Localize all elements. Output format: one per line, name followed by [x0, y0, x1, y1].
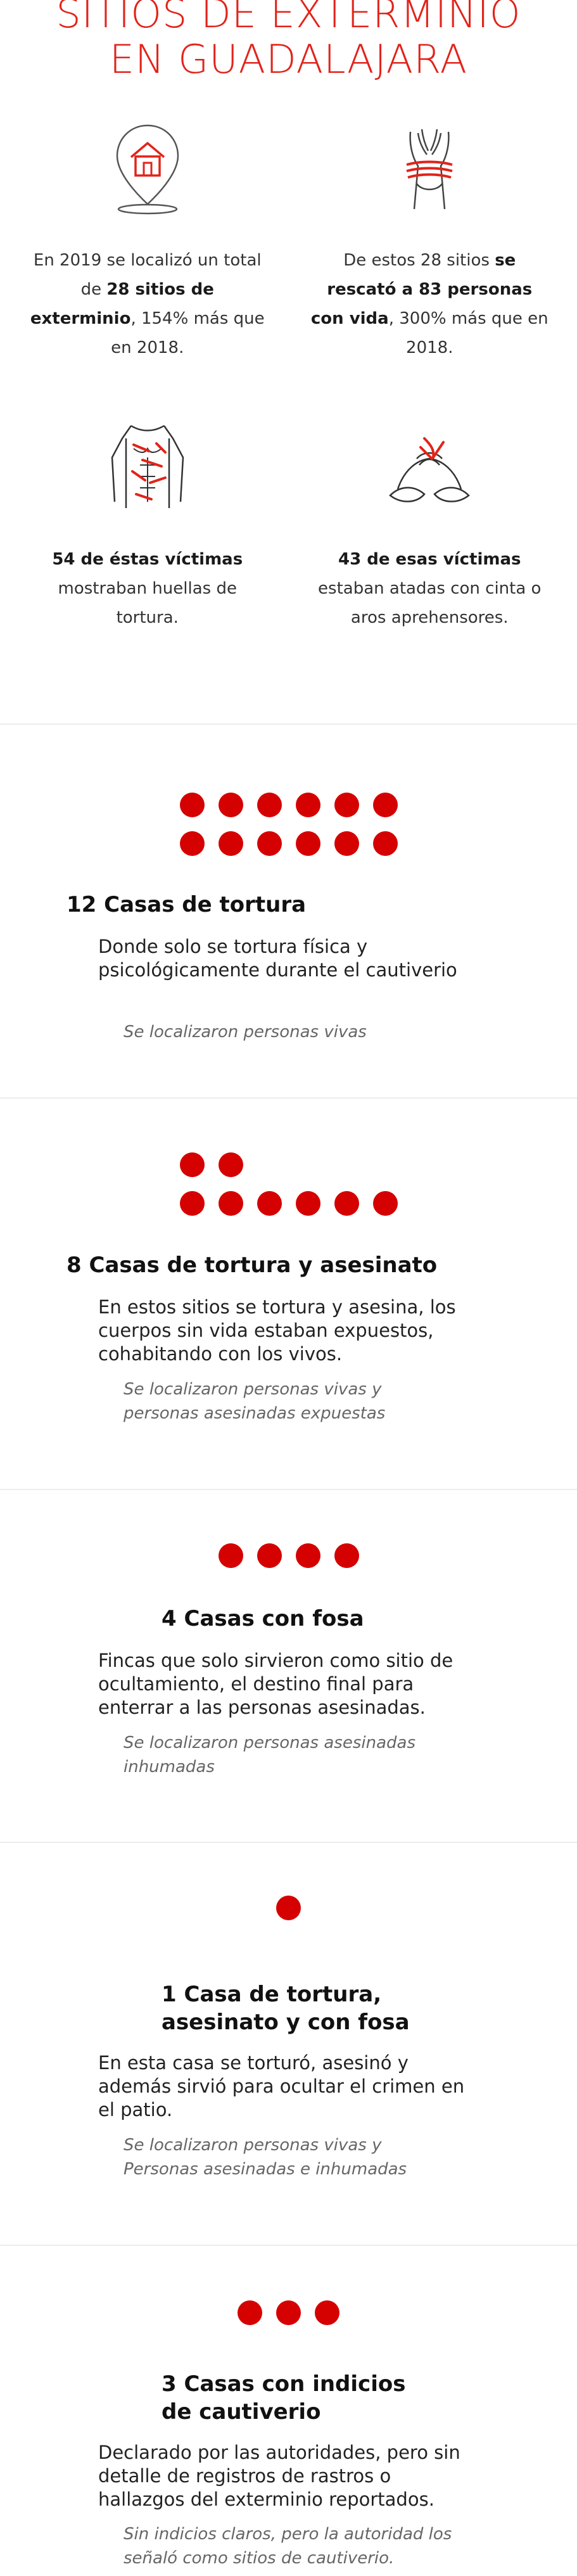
count-dot — [257, 793, 282, 817]
count-dot — [179, 831, 205, 856]
title-line-1: SITIOS DE EXTERMINIO — [56, 0, 521, 37]
count-dot — [295, 793, 320, 817]
stats-grid: En 2019 se localizó un total de 28 sitio… — [0, 120, 577, 632]
stat-text: 43 de esas víctimas estaban atadas con c… — [309, 545, 550, 632]
count-dot — [334, 1191, 359, 1216]
category-description: En estos sitios se tortura y asesina, lo… — [98, 1296, 456, 1365]
stat-fragment: mostraban huellas de tortura. — [58, 579, 237, 627]
stat-highlight: se rescató a 83 personas con vida — [310, 251, 533, 328]
stat-sites-found: En 2019 se localizó un total de 28 sitio… — [25, 120, 270, 362]
count-dot — [372, 831, 398, 856]
dot-row — [179, 831, 398, 856]
dot-row — [179, 1191, 398, 1216]
category-note: Se localizaron personas vivas y Personas… — [124, 2136, 407, 2179]
stat-highlight: 28 sitios de exterminio — [30, 280, 214, 328]
stat-fragment: En 2019 se localizó un total de — [33, 251, 262, 299]
count-dot — [257, 1191, 282, 1216]
count-dot — [276, 1896, 301, 1920]
dot-row — [179, 1152, 398, 1177]
stat-fragment: estaban atadas con cinta o aros aprehens… — [318, 579, 542, 627]
stat-people-rescued: De estos 28 sitios se rescató a 83 perso… — [308, 120, 552, 362]
section-divider — [0, 724, 577, 725]
count-dot — [334, 831, 359, 856]
stat-fragment: , 154% más que en 2018. — [111, 309, 265, 357]
count-dot — [295, 831, 320, 856]
count-dot — [179, 793, 205, 817]
category-title: 3 Casas con indicios de cautiverio — [162, 2371, 406, 2425]
location-pin-house-icon — [100, 120, 195, 215]
section-divider — [0, 1489, 577, 1490]
category-description: Fincas que solo sirvieron como sitio de … — [98, 1650, 453, 1718]
count-dot — [257, 831, 282, 856]
dot-group — [0, 2300, 577, 2325]
count-dot — [372, 793, 398, 817]
dot-group — [0, 793, 577, 856]
count-dot — [315, 2300, 339, 2325]
tortured-torso-icon — [100, 419, 195, 514]
section-divider — [0, 1097, 577, 1099]
dot-group — [0, 1896, 577, 1920]
count-dot — [179, 1191, 205, 1216]
category-title: 4 Casas con fosa — [162, 1606, 364, 1631]
count-dot — [295, 1191, 320, 1216]
stat-fragment: De estos 28 sitios — [343, 251, 495, 270]
count-dot — [334, 793, 359, 817]
stat-fragment: , 300% más que en 2018. — [388, 309, 548, 357]
title-line-2: EN GUADALAJARA — [109, 36, 468, 82]
dot-row — [179, 793, 398, 817]
count-dot — [334, 1543, 359, 1568]
stat-text: En 2019 se localizó un total de 28 sitio… — [27, 246, 268, 362]
count-dot — [372, 1191, 398, 1216]
count-dot — [218, 1152, 243, 1177]
category-note: Se localizaron personas vivas y personas… — [124, 1380, 386, 1423]
stat-highlight: 43 de esas víctimas — [338, 550, 521, 569]
stat-torture-marks: 54 de éstas víctimas mostraban huellas d… — [25, 419, 270, 632]
count-dot — [218, 1543, 243, 1568]
stat-bound-victims: 43 de esas víctimas estaban atadas con c… — [308, 419, 552, 632]
stat-text: De estos 28 sitios se rescató a 83 perso… — [309, 246, 550, 362]
category-description: Donde solo se tortura física y psicológi… — [98, 936, 457, 981]
category-description: En esta casa se torturó, asesinó y ademá… — [98, 2052, 465, 2120]
dot-group — [0, 1152, 577, 1216]
bound-wrists-icon — [382, 419, 477, 514]
category-title: 1 Casa de tortura, asesinato y con fosa — [162, 1982, 410, 2035]
tied-hands-icon — [382, 120, 477, 215]
count-dot — [238, 2300, 262, 2325]
dot-row — [276, 1896, 301, 1920]
category-note: Sin indicios claros, pero la autoridad l… — [124, 2525, 452, 2568]
category-title: 8 Casas de tortura y asesinato — [67, 1253, 438, 1278]
section-divider — [0, 1842, 577, 1843]
stat-highlight: 54 de éstas víctimas — [52, 550, 243, 569]
dot-row — [238, 2300, 339, 2325]
count-dot — [257, 1543, 282, 1568]
dot-row — [218, 1543, 359, 1568]
count-dot — [218, 831, 243, 856]
count-dot — [276, 2300, 301, 2325]
dot-group — [0, 1543, 577, 1568]
count-dot — [179, 1152, 205, 1177]
count-dot — [218, 1191, 243, 1216]
page-title: SITIOS DE EXTERMINIO EN GUADALAJARA — [0, 0, 577, 82]
count-dot — [295, 1543, 320, 1568]
category-title: 12 Casas de tortura — [67, 892, 307, 917]
section-divider — [0, 2245, 577, 2246]
count-dot — [218, 793, 243, 817]
category-description: Declarado por las autoridades, pero sin … — [98, 2442, 460, 2510]
category-note: Se localizaron personas asesinadas inhum… — [124, 1733, 415, 1776]
category-note: Se localizaron personas vivas — [124, 1023, 367, 1042]
stat-text: 54 de éstas víctimas mostraban huellas d… — [27, 545, 268, 632]
